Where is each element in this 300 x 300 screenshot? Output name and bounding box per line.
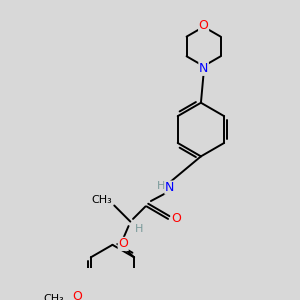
Text: H: H	[157, 181, 165, 191]
Text: N: N	[199, 62, 208, 75]
Text: H: H	[135, 224, 143, 234]
Text: O: O	[171, 212, 181, 224]
Text: O: O	[73, 290, 82, 300]
Text: CH₃: CH₃	[43, 294, 64, 300]
Text: O: O	[118, 237, 128, 250]
Text: O: O	[199, 19, 208, 32]
Text: CH₃: CH₃	[92, 195, 112, 205]
Text: N: N	[165, 181, 174, 194]
